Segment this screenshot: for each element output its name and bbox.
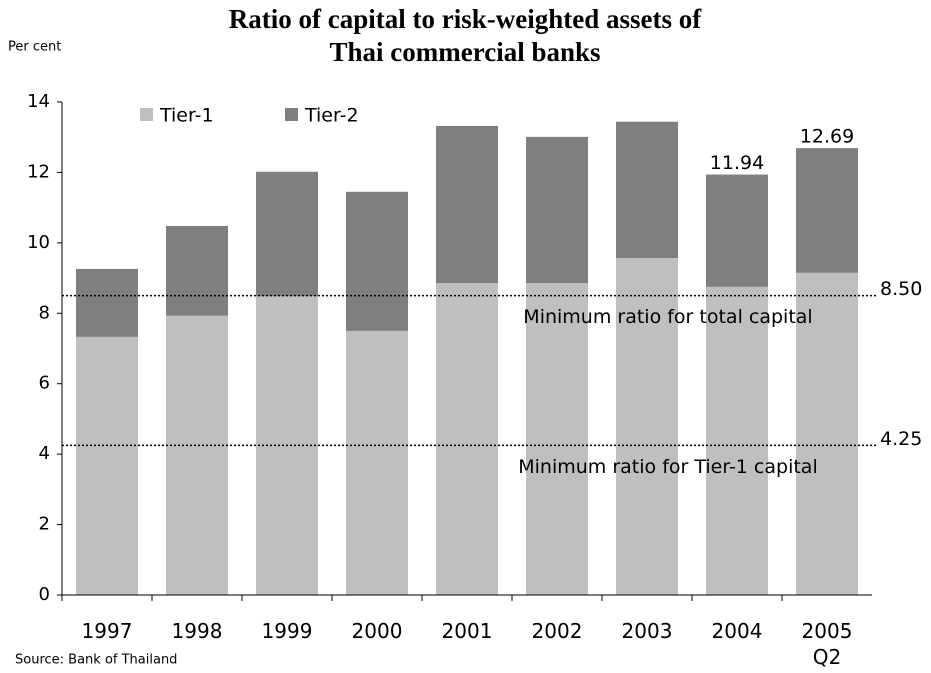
bar-segment: [526, 283, 588, 595]
bar-segment: [526, 136, 588, 284]
bar-segment: [346, 191, 408, 331]
x-tick-label: 2004: [712, 619, 763, 643]
bar-segment: [166, 225, 228, 316]
bar-segment: [436, 283, 498, 595]
x-tick-label: 2002: [532, 619, 583, 643]
legend-swatch: [140, 108, 153, 121]
legend-swatch: [285, 108, 298, 121]
reference-text: Minimum ratio for total capital: [523, 306, 812, 328]
total-label: 11.94: [710, 152, 764, 174]
bar-segment: [436, 125, 498, 284]
y-tick-label: 10: [27, 232, 50, 253]
y-tick-label: 4: [39, 443, 50, 464]
chart-title: Ratio of capital to risk-weighted assets…: [229, 4, 702, 34]
y-tick-label: 12: [27, 161, 50, 182]
y-tick-label: 0: [39, 584, 50, 605]
bar-segment: [256, 171, 318, 297]
bar-segment: [796, 272, 858, 595]
x-tick-label: 1998: [172, 619, 223, 643]
total-label: 12.69: [800, 126, 854, 148]
y-tick-label: 14: [27, 91, 50, 112]
bar-segment: [616, 121, 678, 258]
x-tick-label: 2003: [622, 619, 673, 643]
bar-segment: [346, 330, 408, 595]
reference-label: 4.25: [880, 428, 922, 450]
bar-segment: [796, 148, 858, 273]
bar-segment: [166, 315, 228, 595]
y-tick-label: 6: [39, 373, 50, 394]
source: Source: Bank of Thailand: [15, 653, 177, 668]
bar-segment: [76, 336, 138, 595]
legend-label: Tier-1: [159, 105, 214, 127]
x-tick-label: 1999: [262, 619, 313, 643]
reference-text: Minimum ratio for Tier-1 capital: [518, 456, 817, 478]
chart-title: Thai commercial banks: [329, 37, 600, 67]
reference-label: 8.50: [880, 278, 922, 300]
x-tick-label: 1997: [82, 619, 133, 643]
bar-segment: [76, 268, 138, 337]
bar-segment: [706, 174, 768, 287]
x-tick-label: 2000: [352, 619, 403, 643]
x-tick-label: 2001: [442, 619, 493, 643]
bar-segment: [706, 286, 768, 595]
legend-label: Tier-2: [304, 105, 359, 127]
x-tick-label: 2005 Q2: [802, 619, 853, 669]
y-axis-label: Per cent: [8, 40, 61, 55]
y-tick-label: 2: [39, 514, 50, 535]
y-tick-label: 8: [39, 302, 50, 323]
bar-segment: [616, 257, 678, 595]
